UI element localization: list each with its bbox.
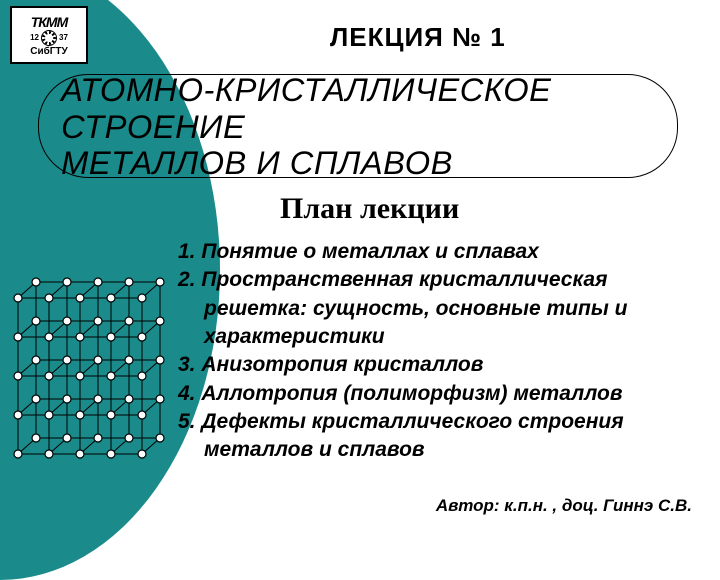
university-logo: ТКММ 12 37 СибГТУ <box>10 6 88 64</box>
logo-left-num: 12 <box>30 33 39 42</box>
plan-item: металлов и сплавов <box>178 436 708 464</box>
plan-item: характеристики <box>178 323 708 351</box>
logo-bottom-text: СибГТУ <box>30 46 68 57</box>
logo-mid-row: 12 37 <box>30 30 68 46</box>
title-line-1: АТОМНО-КРИСТАЛЛИЧЕСКОЕ СТРОЕНИЕ <box>61 72 551 145</box>
main-title: АТОМНО-КРИСТАЛЛИЧЕСКОЕ СТРОЕНИЕ МЕТАЛЛОВ… <box>61 72 655 182</box>
crystal-lattice-diagram <box>4 268 174 468</box>
gear-icon <box>41 30 57 46</box>
plan-item: 5. Дефекты кристаллического строения <box>178 408 708 436</box>
plan-item: 4. Аллотропия (полиморфизм) металлов <box>178 380 708 408</box>
logo-right-num: 37 <box>59 33 68 42</box>
plan-heading: План лекции <box>280 192 459 226</box>
logo-top-text: ТКММ <box>31 14 67 30</box>
plan-item: 1. Понятие о металлах и сплавах <box>178 238 708 266</box>
plan-item: решетка: сущность, основные типы и <box>178 295 708 323</box>
plan-list: 1. Понятие о металлах и сплавах2. Простр… <box>178 238 708 465</box>
title-line-2: МЕТАЛЛОВ И СПЛАВОВ <box>61 145 453 181</box>
author-line: Автор: к.п.н. , доц. Гиннэ С.В. <box>436 496 692 516</box>
title-box: АТОМНО-КРИСТАЛЛИЧЕСКОЕ СТРОЕНИЕ МЕТАЛЛОВ… <box>38 74 678 178</box>
plan-item: 3. Анизотропия кристаллов <box>178 351 708 379</box>
plan-item: 2. Пространственная кристаллическая <box>178 266 708 294</box>
lecture-number: ЛЕКЦИЯ № 1 <box>330 22 506 53</box>
